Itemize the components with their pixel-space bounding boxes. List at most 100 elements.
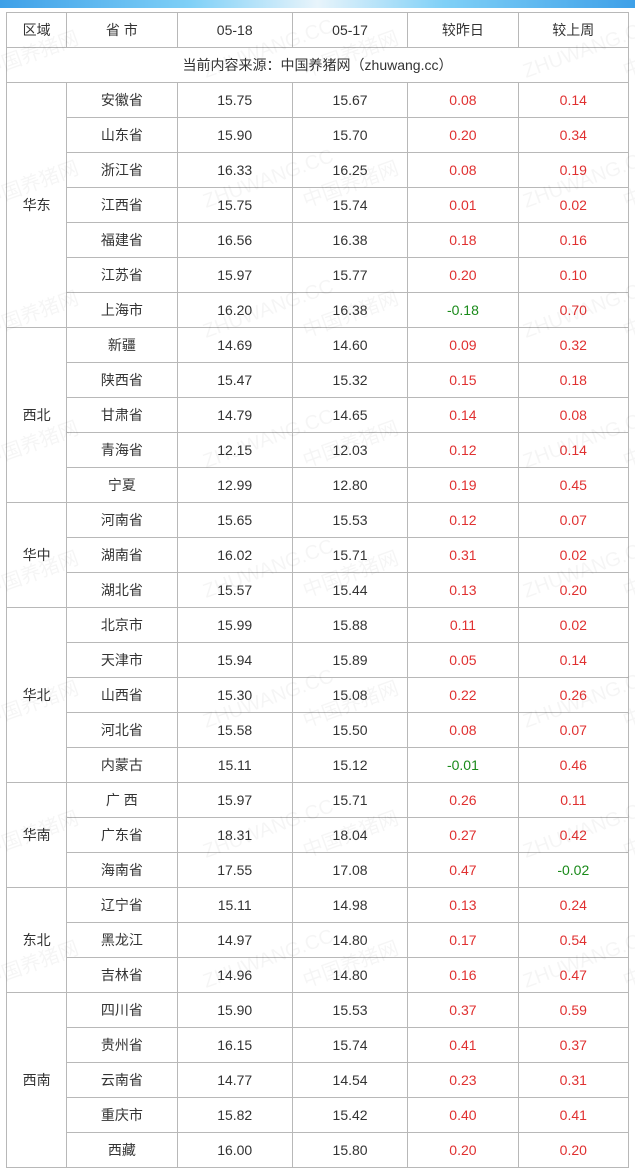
d2-cell: 15.67	[292, 83, 407, 118]
table-row: 福建省16.5616.380.180.16	[7, 223, 629, 258]
d1-cell: 15.75	[177, 188, 292, 223]
d1-cell: 15.57	[177, 573, 292, 608]
dw-cell: 0.45	[518, 468, 628, 503]
table-head: 区域 省 市 05-18 05-17 较昨日 较上周 当前内容来源：中国养猪网（…	[7, 13, 629, 83]
dy-cell: 0.08	[408, 713, 518, 748]
dy-cell: 0.16	[408, 958, 518, 993]
region-cell: 华中	[7, 503, 67, 608]
province-cell: 山东省	[67, 118, 177, 153]
table-row: 贵州省16.1515.740.410.37	[7, 1028, 629, 1063]
d1-cell: 15.47	[177, 363, 292, 398]
dy-cell: 0.27	[408, 818, 518, 853]
d1-cell: 15.97	[177, 783, 292, 818]
dy-cell: 0.41	[408, 1028, 518, 1063]
dw-cell: 0.34	[518, 118, 628, 153]
dy-cell: -0.01	[408, 748, 518, 783]
d1-cell: 15.75	[177, 83, 292, 118]
province-cell: 江西省	[67, 188, 177, 223]
province-cell: 浙江省	[67, 153, 177, 188]
province-cell: 青海省	[67, 433, 177, 468]
d2-cell: 16.38	[292, 293, 407, 328]
d2-cell: 15.44	[292, 573, 407, 608]
dy-cell: -0.18	[408, 293, 518, 328]
table-row: 华北北京市15.9915.880.110.02	[7, 608, 629, 643]
d2-cell: 14.80	[292, 923, 407, 958]
dy-cell: 0.01	[408, 188, 518, 223]
table-row: 甘肃省14.7914.650.140.08	[7, 398, 629, 433]
dw-cell: 0.11	[518, 783, 628, 818]
d1-cell: 16.20	[177, 293, 292, 328]
dy-cell: 0.19	[408, 468, 518, 503]
d2-cell: 15.74	[292, 1028, 407, 1063]
d2-cell: 12.80	[292, 468, 407, 503]
dy-cell: 0.40	[408, 1098, 518, 1133]
dw-cell: 0.14	[518, 83, 628, 118]
table-row: 山西省15.3015.080.220.26	[7, 678, 629, 713]
dw-cell: 0.14	[518, 643, 628, 678]
table-row: 云南省14.7714.540.230.31	[7, 1063, 629, 1098]
province-cell: 内蒙古	[67, 748, 177, 783]
dy-cell: 0.20	[408, 1133, 518, 1168]
d2-cell: 15.70	[292, 118, 407, 153]
province-cell: 吉林省	[67, 958, 177, 993]
region-cell: 华南	[7, 783, 67, 888]
province-cell: 山西省	[67, 678, 177, 713]
table-row: 青海省12.1512.030.120.14	[7, 433, 629, 468]
dw-cell: 0.07	[518, 713, 628, 748]
dy-cell: 0.18	[408, 223, 518, 258]
dy-cell: 0.20	[408, 258, 518, 293]
table-row: 湖北省15.5715.440.130.20	[7, 573, 629, 608]
d2-cell: 15.71	[292, 538, 407, 573]
col-vs-lastweek: 较上周	[518, 13, 628, 48]
table-row: 海南省17.5517.080.47-0.02	[7, 853, 629, 888]
table-wrap: 中国养猪网ZHUWANG.CC中国养猪网ZHUWANG.CC中国养猪网中国养猪网…	[0, 8, 635, 1174]
dw-cell: 0.20	[518, 573, 628, 608]
province-cell: 湖南省	[67, 538, 177, 573]
d2-cell: 15.71	[292, 783, 407, 818]
d1-cell: 16.02	[177, 538, 292, 573]
province-cell: 福建省	[67, 223, 177, 258]
d2-cell: 15.12	[292, 748, 407, 783]
table-row: 陕西省15.4715.320.150.18	[7, 363, 629, 398]
col-vs-yesterday: 较昨日	[408, 13, 518, 48]
table-row: 吉林省14.9614.800.160.47	[7, 958, 629, 993]
table-row: 山东省15.9015.700.200.34	[7, 118, 629, 153]
table-body: 华东安徽省15.7515.670.080.14山东省15.9015.700.20…	[7, 83, 629, 1168]
region-cell: 华东	[7, 83, 67, 328]
d2-cell: 14.98	[292, 888, 407, 923]
d1-cell: 15.90	[177, 993, 292, 1028]
dy-cell: 0.05	[408, 643, 518, 678]
table-row: 天津市15.9415.890.050.14	[7, 643, 629, 678]
d2-cell: 15.50	[292, 713, 407, 748]
dy-cell: 0.37	[408, 993, 518, 1028]
d1-cell: 12.99	[177, 468, 292, 503]
dy-cell: 0.20	[408, 118, 518, 153]
d1-cell: 14.79	[177, 398, 292, 433]
table-row: 宁夏12.9912.800.190.45	[7, 468, 629, 503]
dy-cell: 0.22	[408, 678, 518, 713]
d2-cell: 14.65	[292, 398, 407, 433]
d1-cell: 18.31	[177, 818, 292, 853]
d1-cell: 15.99	[177, 608, 292, 643]
region-cell: 东北	[7, 888, 67, 993]
d1-cell: 17.55	[177, 853, 292, 888]
d1-cell: 15.11	[177, 888, 292, 923]
province-cell: 河北省	[67, 713, 177, 748]
col-date1: 05-18	[177, 13, 292, 48]
d2-cell: 14.54	[292, 1063, 407, 1098]
dy-cell: 0.23	[408, 1063, 518, 1098]
d2-cell: 15.88	[292, 608, 407, 643]
dw-cell: 0.16	[518, 223, 628, 258]
table-row: 西藏16.0015.800.200.20	[7, 1133, 629, 1168]
province-cell: 西藏	[67, 1133, 177, 1168]
dw-cell: 0.02	[518, 608, 628, 643]
region-cell: 西南	[7, 993, 67, 1168]
d1-cell: 12.15	[177, 433, 292, 468]
region-cell: 西北	[7, 328, 67, 503]
dw-cell: 0.24	[518, 888, 628, 923]
col-province: 省 市	[67, 13, 177, 48]
table-row: 西北新疆14.6914.600.090.32	[7, 328, 629, 363]
dy-cell: 0.13	[408, 888, 518, 923]
d1-cell: 15.97	[177, 258, 292, 293]
dw-cell: 0.32	[518, 328, 628, 363]
